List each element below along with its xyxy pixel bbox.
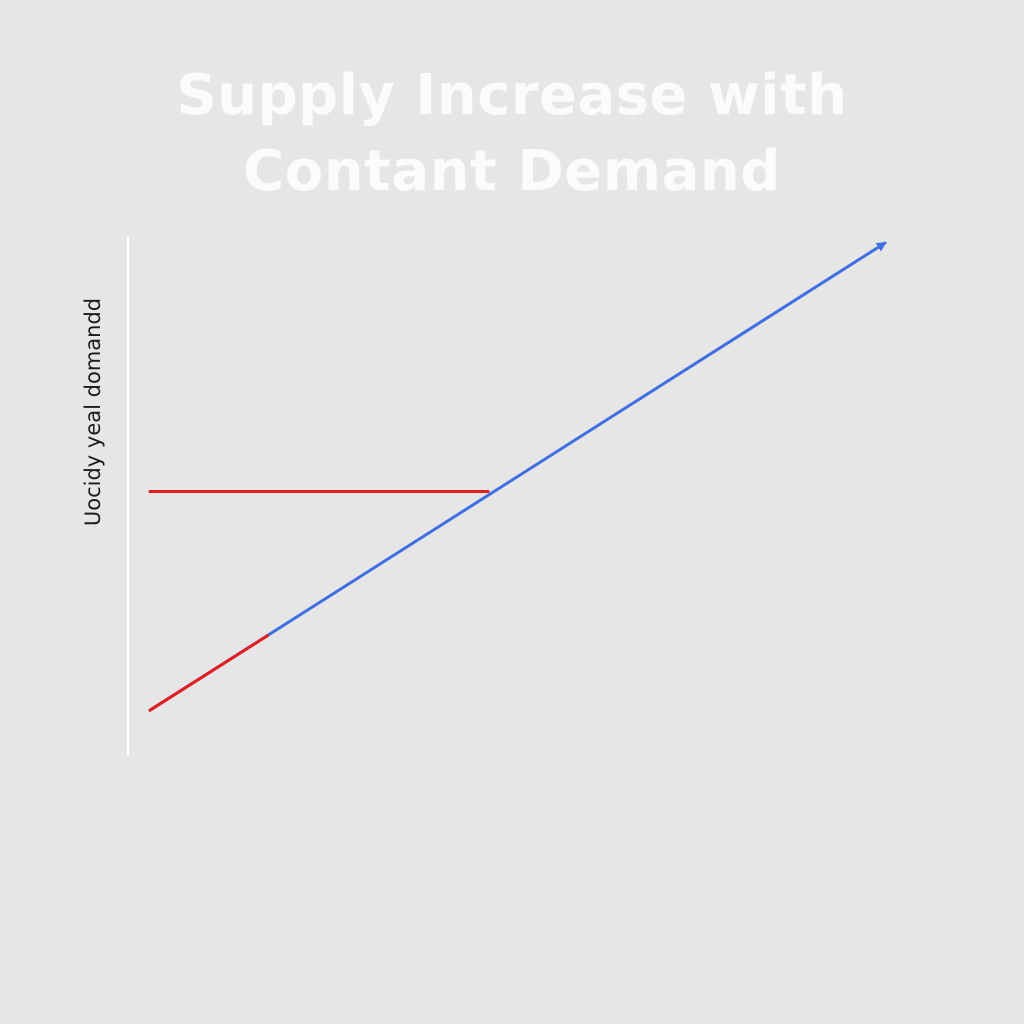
chart-title-line-1: Supply Increase with [176,63,848,128]
series-line-1 [148,241,887,712]
series-layer [148,241,887,712]
series-line-3 [148,634,270,712]
chart-title: Supply Increase with Contant Demand [0,58,1024,210]
chart-title-line-2: Contant Demand [243,139,781,204]
